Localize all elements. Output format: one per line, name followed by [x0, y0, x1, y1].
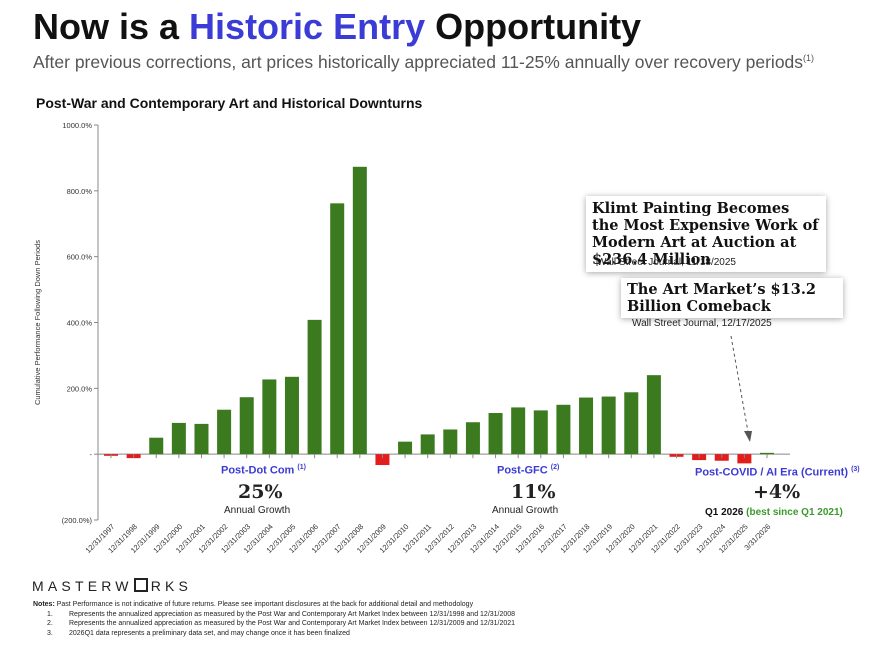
bar [262, 379, 277, 455]
y-tick-label: 400.0% [67, 319, 93, 328]
bar [239, 397, 254, 455]
period-label-covid: Post-COVID / AI Era (Current) (3) [695, 466, 860, 479]
footnote-item: 3. 2026Q1 data represents a preliminary d… [47, 629, 350, 637]
footnote-lead: Notes: Past Performance is not indicativ… [33, 601, 474, 608]
page-subtitle: After previous corrections, art prices h… [33, 52, 815, 72]
period-label-gfc: Post-GFC (2) [497, 464, 560, 477]
quote-card-klimt: Klimt Painting Becomes the Most Expensiv… [586, 196, 826, 272]
period-label-dotcom: Post-Dot Com (1) [221, 464, 306, 477]
growth-label-covid: Q1 2026 (best since Q1 2021) [705, 507, 843, 518]
growth-label-dotcom: Annual Growth [224, 505, 291, 516]
page-title: Now is a Historic Entry Opportunity [33, 6, 642, 47]
callout-arrow-line [730, 335, 749, 433]
footnote-item: 1. Represents the annualized appreciation… [47, 610, 516, 618]
title-highlight: Historic Entry [189, 6, 426, 47]
quote-source-comeback: Wall Street Journal, 12/17/2025 [632, 318, 772, 329]
growth-value-gfc: 11% [511, 481, 556, 503]
bar [149, 437, 164, 455]
bar [646, 375, 661, 455]
growth-label-gfc: Annual Growth [492, 505, 559, 516]
bar [284, 376, 299, 455]
footnotes: Notes: Past Performance is not indicativ… [33, 600, 515, 638]
chart-title: Post-War and Contemporary Art and Histor… [36, 95, 423, 111]
y-tick-label: 800.0% [67, 187, 93, 196]
bar [307, 319, 322, 455]
growth-value-dotcom: 25% [238, 481, 283, 503]
bar [352, 166, 367, 455]
bar [760, 452, 774, 455]
bar [556, 404, 571, 455]
bar [171, 422, 186, 455]
bar [375, 454, 390, 466]
y-axis-label: Cumulative Performance Following Down Pe… [33, 240, 42, 405]
logo-square-o [133, 578, 148, 592]
bar [330, 203, 345, 455]
bar [420, 434, 435, 455]
bar [579, 397, 594, 455]
bar [443, 429, 458, 455]
bar [533, 410, 548, 455]
bar [217, 409, 232, 455]
quote-source-klimt: Wall Street Journal, 11/18/2025 [597, 257, 736, 268]
bar [737, 454, 752, 464]
y-tick-label: (200.0%) [62, 516, 93, 525]
bar [194, 423, 209, 455]
y-tick-label: 200.0% [67, 384, 93, 393]
bar [488, 413, 503, 455]
y-tick-label: 600.0% [67, 253, 93, 262]
bar [601, 396, 616, 455]
y-tick-label: 1000.0% [62, 121, 92, 130]
callout-arrow-head [744, 431, 752, 442]
quote-card-comeback: The Art Market’s $13.2 Billion Comeback [621, 278, 843, 318]
footnote-item: 2. Represents the annualized appreciation… [47, 620, 516, 628]
y-tick-label: - [90, 450, 93, 459]
growth-value-covid: +4% [753, 481, 801, 503]
bar [511, 407, 526, 455]
masterworks-logo: MASTERW RKS [32, 578, 193, 594]
bar [398, 441, 413, 455]
bar [465, 422, 480, 455]
bar [624, 392, 639, 455]
